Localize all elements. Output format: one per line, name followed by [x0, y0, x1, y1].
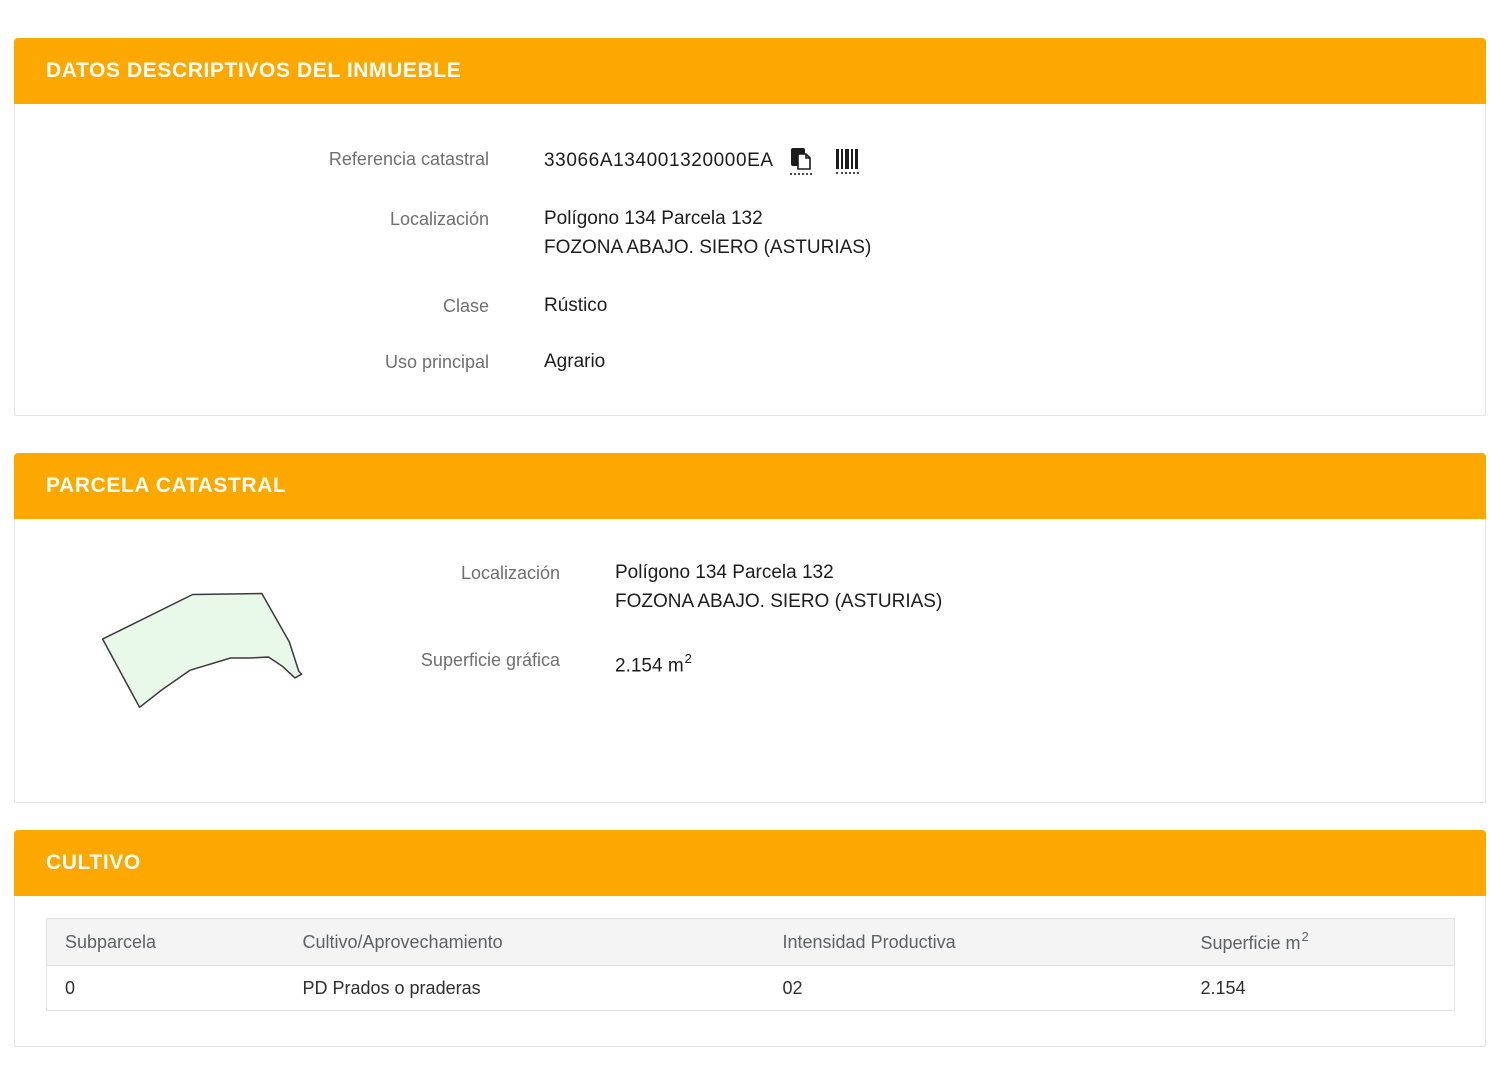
cell-superficie: 2.154 — [1182, 965, 1455, 1011]
field-label: Superficie gráfica — [420, 650, 560, 670]
field-label: Localización — [389, 209, 489, 229]
section-cultivo: CULTIVO Subparcela Cultivo/Aprovechamien… — [14, 830, 1486, 1047]
section-title-cultivo: CULTIVO — [46, 851, 141, 874]
parcel-polygon — [101, 592, 303, 709]
header-subparcela: Subparcela — [46, 918, 285, 966]
cell-subparcela: 0 — [46, 965, 285, 1011]
section-header-parcela: PARCELA CATASTRAL — [14, 453, 1486, 519]
clase-value: Rústico — [544, 295, 608, 316]
header-intensidad-productiva: Intensidad Productiva — [764, 918, 1183, 966]
field-label: Localización — [460, 563, 560, 583]
superficie-grafica-number: 2.154 m — [615, 655, 684, 677]
field-label: Clase — [442, 296, 489, 316]
header-superficie-sup: 2 — [1301, 929, 1309, 944]
referencia-catastral-value: 33066A134001320000EA — [544, 150, 774, 171]
localizacion-line-2: FOZONA ABAJO. SIERO (ASTURIAS) — [544, 237, 872, 258]
field-referencia-catastral: Referencia catastral 33066A134001320000E… — [15, 147, 1485, 175]
cultivo-header-row: Subparcela Cultivo/Aprovechamiento Inten… — [46, 918, 1455, 966]
section-datos-descriptivos: DATOS DESCRIPTIVOS DEL INMUEBLE Referenc… — [14, 38, 1486, 416]
header-superficie: Superficie m2 — [1182, 918, 1455, 966]
parcela-fields: Localización Polígono 134 Parcela 132 FO… — [345, 561, 1485, 718]
document-icon[interactable] — [789, 147, 812, 175]
field-label: Uso principal — [384, 352, 489, 372]
barcode-icon[interactable] — [835, 148, 859, 174]
superficie-grafica-value: 2.154 m2 — [615, 648, 692, 678]
parcela-localizacion-line-2: FOZONA ABAJO. SIERO (ASTURIAS) — [615, 591, 943, 612]
parcela-localizacion-line-1: Polígono 134 Parcela 132 — [615, 562, 834, 583]
datos-fields: Referencia catastral 33066A134001320000E… — [15, 104, 1485, 415]
section-header-cultivo: CULTIVO — [14, 830, 1486, 896]
section-title-parcela: PARCELA CATASTRAL — [46, 474, 287, 497]
cultivo-table: Subparcela Cultivo/Aprovechamiento Inten… — [46, 918, 1455, 1011]
localizacion-line-1: Polígono 134 Parcela 132 — [544, 208, 763, 229]
cell-cultivo: PD Prados o praderas — [284, 965, 765, 1011]
field-uso-principal: Uso principal Agrario — [15, 350, 1485, 374]
section-title-datos: DATOS DESCRIPTIVOS DEL INMUEBLE — [46, 59, 462, 82]
header-superficie-text: Superficie m — [1200, 933, 1301, 953]
parcel-map — [15, 561, 345, 718]
header-cultivo-aprovechamiento: Cultivo/Aprovechamiento — [284, 918, 765, 966]
table-row: 0 PD Prados o praderas 02 2.154 — [46, 965, 1455, 1011]
field-localizacion: Localización Polígono 134 Parcela 132 FO… — [15, 207, 1485, 262]
cell-intensidad: 02 — [764, 965, 1183, 1011]
previous-section-strip — [30, 38, 1464, 50]
uso-principal-value: Agrario — [544, 351, 606, 372]
parcel-shape-image — [101, 592, 303, 709]
field-clase: Clase Rústico — [15, 294, 1485, 318]
field-superficie-grafica: Superficie gráfica 2.154 m2 — [345, 648, 1485, 678]
cultivo-table-wrap: Subparcela Cultivo/Aprovechamiento Inten… — [46, 918, 1455, 1011]
section-parcela-catastral: PARCELA CATASTRAL Localización Polígono … — [14, 453, 1486, 803]
parcela-content: Localización Polígono 134 Parcela 132 FO… — [15, 519, 1485, 802]
field-localizacion-parcela: Localización Polígono 134 Parcela 132 FO… — [345, 561, 1485, 616]
superficie-sup: 2 — [684, 651, 692, 666]
field-label: Referencia catastral — [328, 149, 489, 169]
